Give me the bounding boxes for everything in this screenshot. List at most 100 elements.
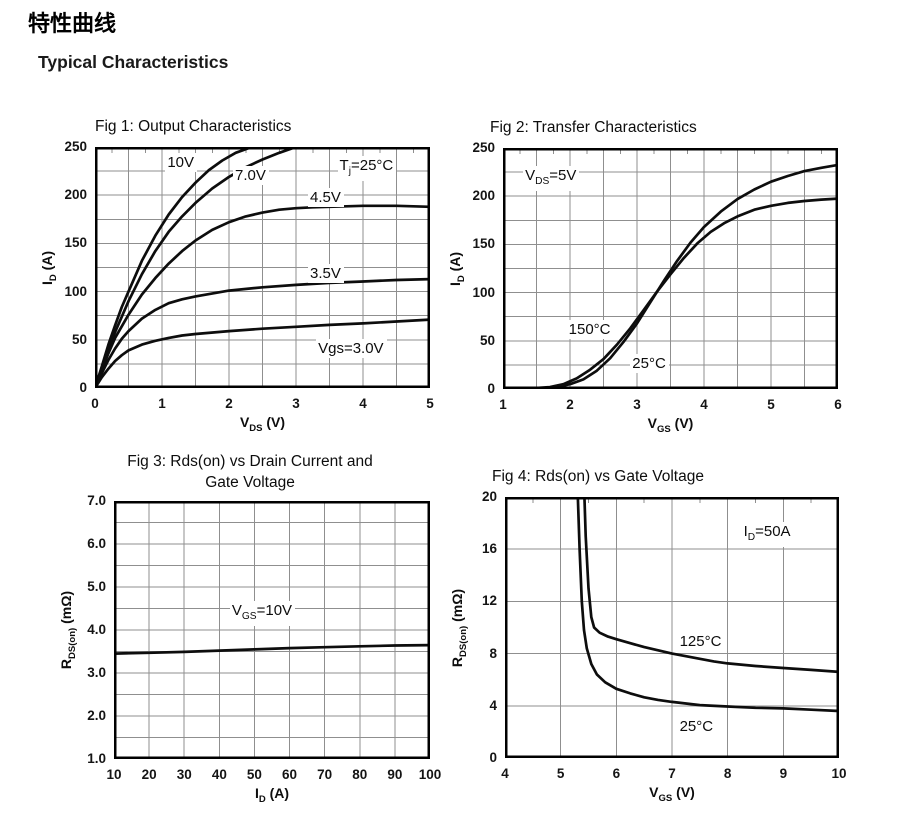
fig2-x-tick-5: 5 (767, 397, 775, 412)
fig4-x-tick-4: 4 (501, 766, 509, 781)
fig3-x-tick-80: 80 (352, 767, 368, 782)
fig2-y-tick-50: 50 (479, 332, 495, 348)
fig2-label-25-c: 25°C (630, 353, 669, 373)
fig1-curve-vgs-10v (95, 147, 256, 388)
fig3-y-tick-2.0: 2.0 (87, 708, 106, 723)
fig1-x-tick-4: 4 (359, 396, 367, 411)
fig3-x-tick-40: 40 (211, 767, 227, 782)
fig4-curve-125-c (583, 497, 839, 674)
fig2-x-tick-4: 4 (700, 397, 708, 412)
fig1-y-tick-250: 250 (64, 139, 87, 154)
fig1-y-tick-100: 100 (64, 283, 87, 299)
fig2-x-axis-label: VGS (V) (647, 415, 694, 435)
fig3-label-vgs-10v: VGS=10V (229, 600, 296, 626)
fig3-x-tick-50: 50 (246, 767, 262, 782)
fig4-x-axis-label: VGS (V) (649, 784, 695, 804)
fig1-label-7.0v: 7.0V (233, 165, 269, 185)
fig1-x-tick-2: 2 (225, 396, 233, 411)
fig4-x-tick-6: 6 (612, 766, 621, 781)
fig2-x-tick-2: 2 (566, 397, 574, 412)
fig1-x-tick-0: 0 (91, 396, 99, 411)
fig3-x-tick-70: 70 (317, 767, 333, 782)
fig4-y-axis-label: RDS(on) (mΩ) (449, 588, 469, 667)
fig1-label-4.5v: 4.5V (308, 188, 344, 208)
fig4-axis-frame (505, 497, 839, 758)
fig3-x-tick-60: 60 (282, 767, 298, 782)
fig4-label-125-c: 125°C (677, 631, 725, 651)
fig3-curve-vgs-10v (114, 643, 430, 655)
fig1-label-tj-25-c: Tj=25°C (337, 156, 397, 182)
fig4-label-25-c: 25°C (677, 716, 717, 736)
fig2-title: Fig 2: Transfer Characteristics (490, 119, 697, 136)
fig2-x-tick-1: 1 (499, 397, 507, 412)
fig3-y-tick-3.0: 3.0 (87, 665, 106, 680)
fig1-x-tick-5: 5 (426, 396, 434, 411)
fig1-label-10v: 10V (165, 153, 198, 173)
page-title-chinese: 特性曲线 (28, 11, 117, 36)
fig2-y-tick-250: 250 (472, 140, 495, 155)
fig3-x-tick-30: 30 (176, 767, 192, 782)
fig1-x-tick-3: 3 (292, 396, 300, 411)
fig3-y-tick-4.0: 4.0 (87, 622, 106, 637)
fig3-gridlines (114, 501, 430, 759)
fig1-curve-vgs-7.0v (95, 147, 300, 388)
fig2-axis-frame (503, 148, 838, 389)
fig3-y-tick-6.0: 6.0 (87, 536, 106, 551)
fig2-x-tick-3: 3 (633, 397, 641, 412)
fig3-title: Fig 3: Rds(on) vs Drain Current and Gate… (127, 453, 373, 491)
page-title-english: Typical Characteristics (38, 52, 229, 72)
fig3-axis-frame (114, 501, 430, 759)
fig4-plot-area (505, 497, 839, 758)
fig2-curve-25-c (503, 163, 838, 389)
fig4-y-tick-4: 4 (489, 697, 497, 713)
fig1-title: Fig 1: Output Characteristics (95, 118, 292, 135)
fig3-x-tick-100: 100 (418, 767, 442, 782)
fig3-plot-area (114, 501, 430, 759)
fig2-x-tick-6: 6 (834, 397, 842, 412)
fig3-x-tick-10: 10 (106, 767, 122, 782)
fig4-x-tick-9: 9 (779, 766, 788, 781)
fig3-x-tick-20: 20 (141, 767, 157, 782)
fig2-y-tick-0: 0 (487, 381, 495, 396)
fig1-y-tick-0: 0 (79, 380, 87, 395)
fig1-curve-vgs-3.0v (95, 318, 430, 388)
fig4-y-tick-8: 8 (489, 645, 497, 661)
fig2-plot-area (503, 148, 838, 389)
fig4-curve-25-c (576, 497, 839, 713)
fig1-y-tick-50: 50 (71, 331, 87, 347)
fig2-label-vds-5v: VDS=5V (523, 165, 580, 191)
fig3-y-tick-7.0: 7.0 (87, 493, 106, 508)
fig1-y-tick-150: 150 (64, 235, 87, 251)
fig3-x-tick-90: 90 (387, 767, 403, 782)
fig2-gridlines (503, 148, 838, 389)
fig2-curve-150-c (503, 197, 838, 389)
fig4-y-tick-12: 12 (481, 593, 497, 609)
fig4-x-tick-8: 8 (723, 766, 732, 781)
fig1-x-tick-1: 1 (158, 396, 166, 411)
fig4-label-id-50a: ID=50A (741, 522, 794, 548)
fig3-y-tick-5.0: 5.0 (87, 579, 106, 594)
fig4-y-tick-20: 20 (481, 489, 497, 504)
fig2-y-tick-200: 200 (472, 188, 495, 204)
fig4-x-tick-7: 7 (668, 766, 676, 781)
fig4-x-tick-5: 5 (556, 766, 565, 781)
fig3-x-axis-label: ID (A) (254, 785, 290, 805)
fig1-label-3.5v: 3.5V (308, 264, 344, 284)
fig1-axis-frame (95, 147, 430, 388)
fig1-x-axis-label: VDS (V) (239, 414, 286, 434)
fig4-y-tick-0: 0 (489, 750, 497, 765)
fig4-x-tick-10: 10 (831, 766, 847, 781)
fig1-label-vgs-3.0v: Vgs=3.0V (316, 339, 387, 359)
fig2-y-tick-100: 100 (472, 284, 495, 300)
fig3-y-tick-1.0: 1.0 (87, 751, 106, 766)
fig2-label-150-c: 150°C (566, 320, 614, 340)
fig1-plot-area (95, 147, 430, 388)
fig4-title: Fig 4: Rds(on) vs Gate Voltage (492, 468, 704, 485)
fig4-y-tick-16: 16 (481, 541, 497, 557)
fig1-y-tick-200: 200 (64, 187, 87, 203)
